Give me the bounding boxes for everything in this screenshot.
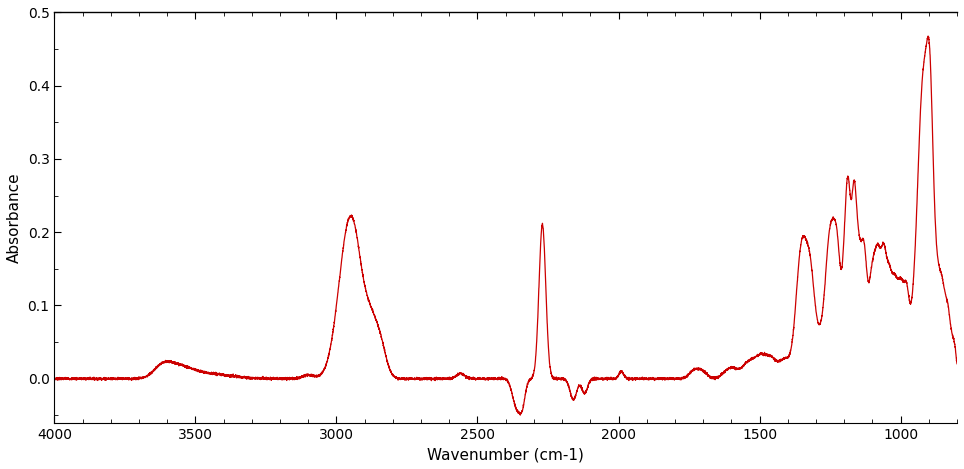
Y-axis label: Absorbance: Absorbance: [7, 172, 22, 263]
X-axis label: Wavenumber (cm-1): Wavenumber (cm-1): [427, 447, 584, 462]
